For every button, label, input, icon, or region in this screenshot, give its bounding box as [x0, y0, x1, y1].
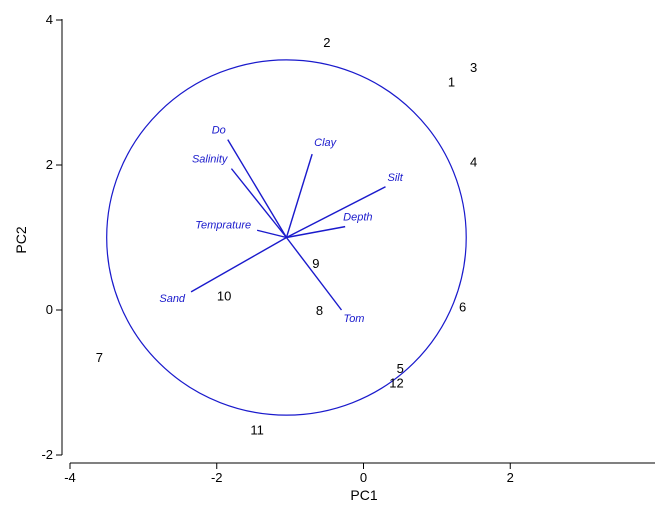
vector-label-sand: Sand [159, 293, 186, 305]
y-tick-label: 4 [46, 12, 53, 27]
axes: -2 0 2 4 -4 -2 0 2 4 [41, 12, 655, 485]
vector-label-tom: Tom [343, 313, 364, 325]
x-tick-label: 0 [360, 470, 367, 485]
vector-label-clay: Clay [314, 137, 338, 149]
y-tick-label: -2 [41, 447, 53, 462]
point-label-1: 1 [448, 75, 455, 90]
vector-tom [285, 237, 343, 311]
vector-depth [286, 225, 346, 239]
point-label-2: 2 [323, 35, 330, 50]
vector-do [227, 139, 288, 238]
point-label-12: 12 [389, 376, 403, 391]
vector-silt [286, 186, 386, 239]
vector-clay [285, 153, 313, 238]
point-label-7: 7 [96, 350, 103, 365]
point-label-5: 5 [397, 361, 404, 376]
x-tick-label: -2 [211, 470, 223, 485]
y-tick-label: 2 [46, 157, 53, 172]
point-label-4: 4 [470, 154, 477, 169]
correlation-circle-layer [106, 59, 467, 416]
vector-temprature [256, 229, 287, 239]
vector-salinity [230, 168, 288, 238]
point-label-10: 10 [217, 289, 231, 304]
vector-label-temprature: Temprature [195, 219, 251, 231]
correlation-circle [106, 59, 467, 416]
vector-label-salinity: Salinity [192, 154, 229, 166]
vector-label-depth: Depth [343, 212, 372, 224]
point-label-11: 11 [250, 423, 264, 438]
x-tick-label: -4 [64, 470, 76, 485]
x-tick-label: 2 [507, 470, 514, 485]
variable-vectors: Do Salinity Clay Silt Depth Temprature Sand Tom [159, 125, 403, 325]
vector-label-do: Do [212, 125, 226, 137]
x-axis-title: PC1 [350, 487, 377, 503]
point-label-8: 8 [316, 303, 323, 318]
vector-label-silt: Silt [388, 172, 404, 184]
y-axis-title: PC2 [13, 226, 29, 253]
vector-sand [190, 236, 287, 293]
y-tick-label: 0 [46, 302, 53, 317]
point-label-6: 6 [459, 299, 466, 314]
point-label-9: 9 [312, 256, 319, 271]
point-label-3: 3 [470, 60, 477, 75]
